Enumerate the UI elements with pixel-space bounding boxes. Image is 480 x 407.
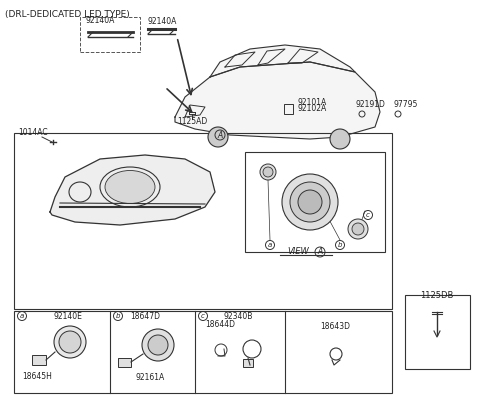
Text: 18647D: 18647D — [130, 312, 160, 321]
Text: c: c — [201, 313, 205, 319]
Text: 18644D: 18644D — [205, 320, 235, 329]
Text: 92140A: 92140A — [85, 16, 115, 25]
Bar — [14, 133, 392, 309]
Text: a: a — [20, 313, 24, 319]
Text: 92161A: 92161A — [135, 373, 165, 382]
Circle shape — [142, 329, 174, 361]
Bar — [80, 17, 140, 52]
Text: A: A — [317, 247, 323, 256]
Circle shape — [330, 129, 350, 149]
Bar — [405, 295, 470, 369]
Circle shape — [263, 167, 273, 177]
Circle shape — [260, 164, 276, 180]
Text: 97795: 97795 — [393, 100, 418, 109]
Circle shape — [59, 331, 81, 353]
Text: 92340B: 92340B — [223, 312, 252, 321]
Polygon shape — [210, 45, 355, 77]
Text: 92140E: 92140E — [54, 312, 83, 321]
Text: c: c — [366, 212, 370, 218]
Circle shape — [54, 326, 86, 358]
Polygon shape — [175, 62, 380, 139]
Text: b: b — [116, 313, 120, 319]
Text: VIEW: VIEW — [287, 247, 309, 256]
Ellipse shape — [105, 171, 155, 204]
Text: 1125AD: 1125AD — [177, 117, 207, 126]
Text: 92102A: 92102A — [297, 104, 326, 113]
Text: 1014AC: 1014AC — [18, 128, 48, 137]
Bar — [14, 311, 392, 393]
Text: 92140A: 92140A — [148, 17, 178, 26]
Text: (DRL-DEDICATED LED TYPE): (DRL-DEDICATED LED TYPE) — [5, 10, 130, 19]
Text: 92101A: 92101A — [297, 98, 326, 107]
Circle shape — [352, 223, 364, 235]
Text: 18643D: 18643D — [320, 322, 350, 331]
Text: 18645H: 18645H — [22, 372, 52, 381]
Text: 1125DB: 1125DB — [420, 291, 454, 300]
Polygon shape — [50, 155, 215, 225]
Circle shape — [290, 182, 330, 222]
Circle shape — [348, 219, 368, 239]
Bar — [118, 358, 131, 367]
Text: b: b — [338, 242, 342, 248]
Bar — [245, 152, 385, 252]
Circle shape — [282, 174, 338, 230]
Circle shape — [208, 127, 228, 147]
Text: A: A — [217, 131, 223, 140]
Circle shape — [148, 335, 168, 355]
Bar — [284, 104, 293, 114]
Text: a: a — [268, 242, 272, 248]
Bar — [32, 355, 46, 365]
Circle shape — [298, 190, 322, 214]
Text: 92191D: 92191D — [355, 100, 385, 109]
Bar — [243, 359, 253, 367]
